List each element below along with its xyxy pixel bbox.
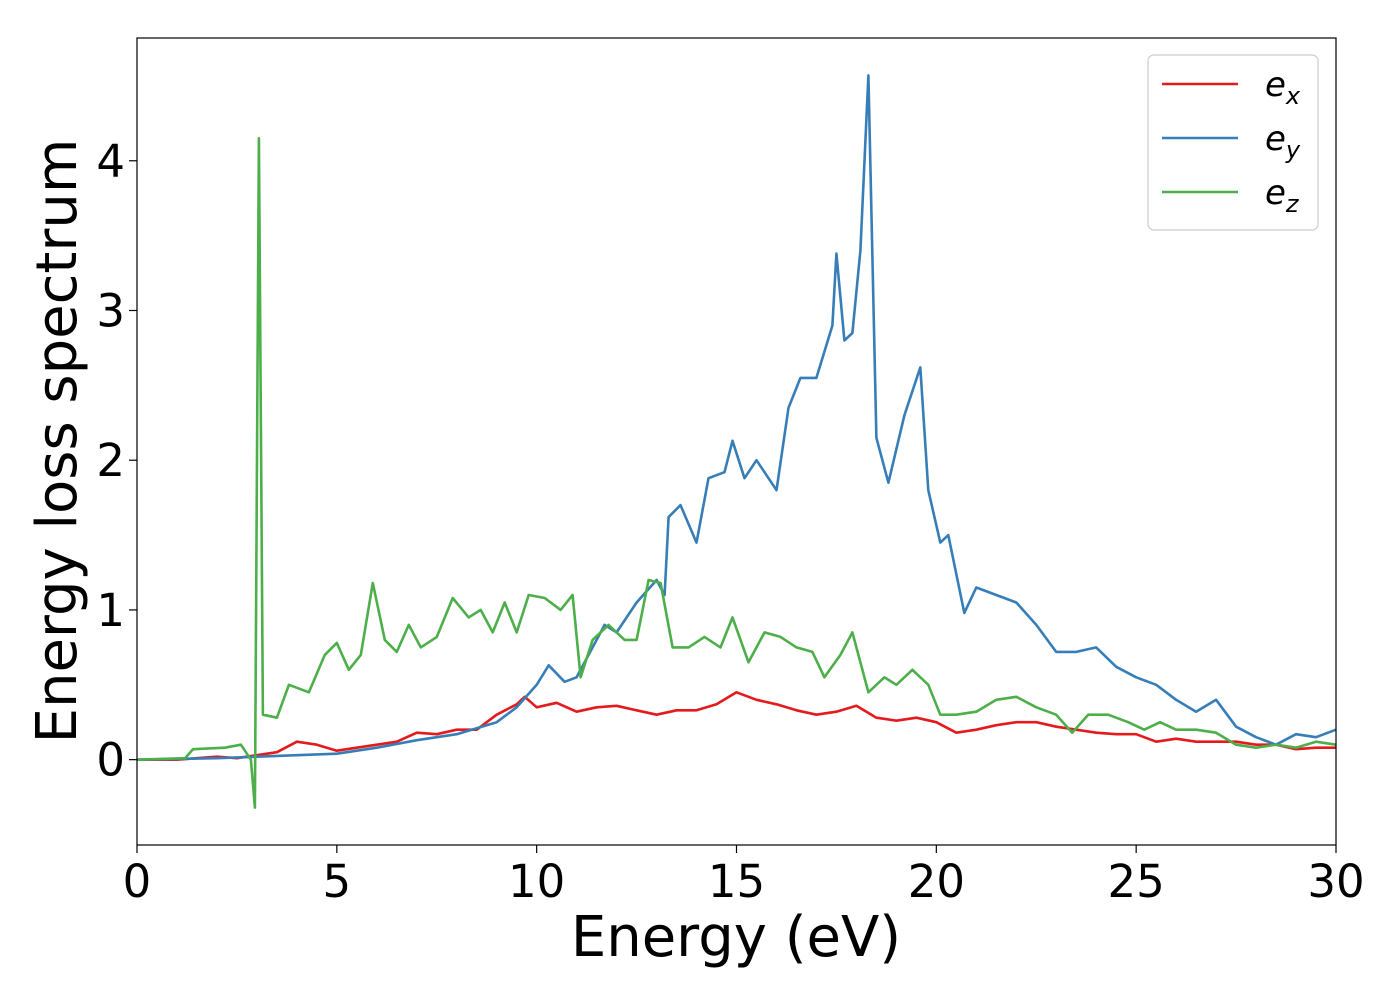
y-tick-label: 4 [96,135,125,188]
x-tick-label: 10 [508,855,565,908]
y-tick-label: 1 [96,584,125,637]
x-tick-label: 0 [123,855,152,908]
x-axis-title: Energy (eV) [571,905,901,970]
x-axis-ticks: 0 5 10 15 20 25 30 [123,845,1365,908]
y-tick-label: 2 [96,434,125,487]
y-tick-label: 3 [96,284,125,337]
plot-frame [136,37,1337,846]
series-line-y [136,74,1337,761]
legend-frame [1147,54,1319,231]
legend-label-y: ey [1265,119,1301,164]
legend-label-base: e [1265,173,1286,213]
legend-label-x: ex [1265,65,1301,110]
series-line-z [136,137,1337,809]
series-line-x [137,691,1336,761]
legend-label-base: e [1265,119,1286,159]
y-axis-title: Energy loss spectrum [25,139,90,744]
legend-label-subscript: x [1285,82,1301,110]
x-tick-label: 20 [908,855,965,908]
y-axis-ticks: 0 1 2 3 4 [96,135,137,787]
legend-label-z: ez [1265,173,1300,218]
x-tick-label: 15 [708,855,765,908]
legend-label-subscript: y [1285,136,1301,164]
x-tick-label: 5 [323,855,352,908]
x-tick-label: 30 [1307,855,1364,908]
series-lines [136,74,1337,809]
legend-label-subscript: z [1285,190,1300,218]
legend-label-base: e [1265,65,1286,105]
x-tick-label: 25 [1108,855,1165,908]
y-tick-label: 0 [96,734,125,787]
